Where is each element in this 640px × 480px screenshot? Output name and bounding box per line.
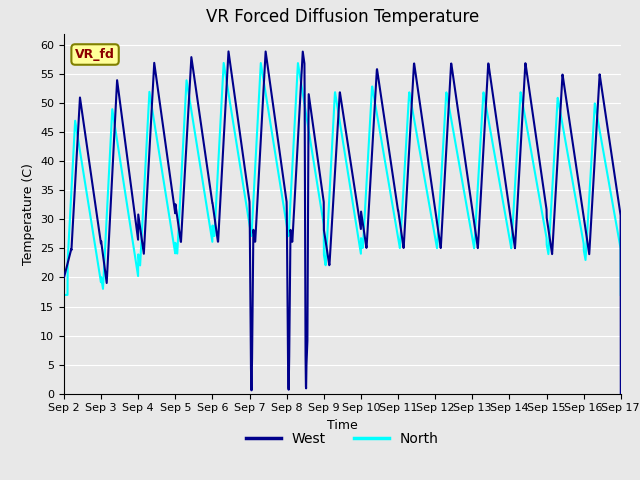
X-axis label: Time: Time xyxy=(327,419,358,432)
Title: VR Forced Diffusion Temperature: VR Forced Diffusion Temperature xyxy=(206,9,479,26)
Legend: West, North: West, North xyxy=(241,426,444,452)
Text: VR_fd: VR_fd xyxy=(75,48,115,61)
Y-axis label: Temperature (C): Temperature (C) xyxy=(22,163,35,264)
